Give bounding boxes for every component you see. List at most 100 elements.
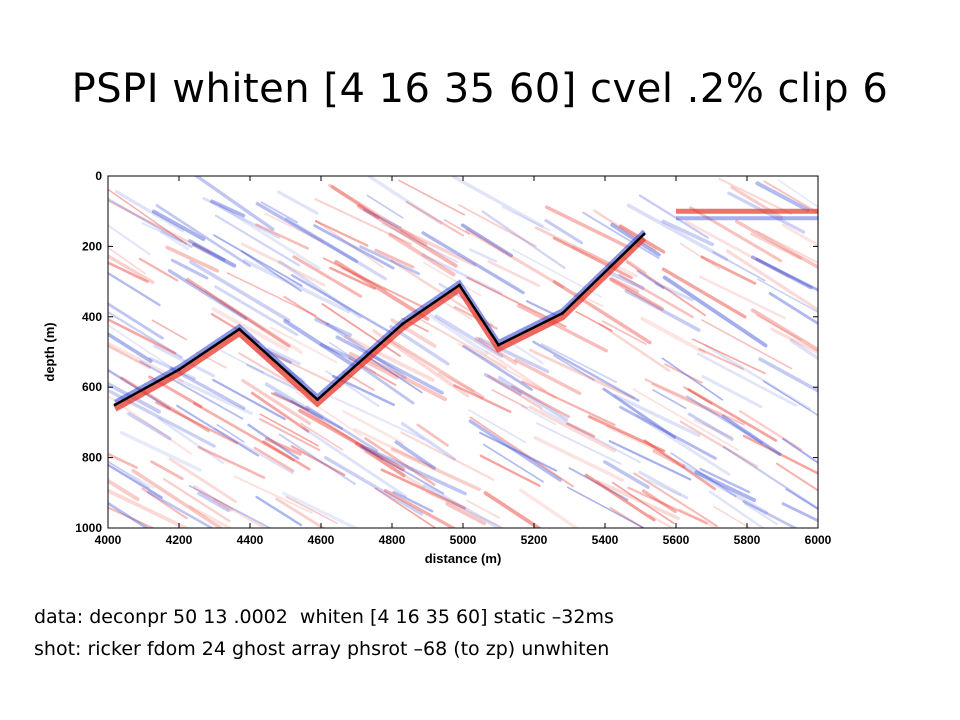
amplitude-streak <box>607 270 645 290</box>
amplitude-streak <box>119 430 202 472</box>
amplitude-streak <box>323 456 424 516</box>
amplitude-streak <box>255 223 310 250</box>
amplitude-streak <box>220 349 265 374</box>
amplitude-streak <box>701 375 763 409</box>
shot-caption: shot: ricker fdom 24 ghost array phsrot … <box>34 638 610 660</box>
amplitude-streak <box>322 257 425 309</box>
amplitude-streak <box>155 401 239 445</box>
amplitude-streak <box>108 246 146 275</box>
amplitude-streak <box>131 468 224 528</box>
amplitude-streak <box>601 320 647 345</box>
amplitude-streak <box>613 393 701 438</box>
amplitude-streak <box>141 487 188 520</box>
amplitude-streak <box>725 249 818 312</box>
amplitude-streak <box>160 230 190 251</box>
amplitude-streak <box>366 194 404 219</box>
amplitude-streak <box>661 219 715 247</box>
reflector-negative <box>114 229 646 404</box>
amplitude-streak <box>342 410 404 445</box>
amplitude-streak <box>246 363 301 392</box>
amplitude-streak <box>290 445 346 477</box>
amplitude-streak <box>151 319 187 341</box>
amplitude-streak <box>398 179 466 216</box>
amplitude-streak <box>648 514 675 528</box>
amplitude-streak <box>267 347 301 366</box>
amplitude-streak <box>680 242 721 270</box>
amplitude-streak <box>400 431 495 481</box>
amplitude-streak <box>400 228 477 267</box>
y-tick-label: 800 <box>82 451 102 465</box>
x-tick-label: 6000 <box>805 533 832 547</box>
amplitude-streak <box>278 259 362 319</box>
horizon-vertex <box>113 403 117 407</box>
interpreted-horizon <box>113 232 646 407</box>
amplitude-streak <box>721 414 782 456</box>
amplitude-streak <box>151 209 206 242</box>
amplitude-streak <box>521 380 616 427</box>
amplitude-streak <box>458 204 537 247</box>
amplitude-streak <box>661 357 724 401</box>
amplitude-streak <box>540 408 641 464</box>
amplitude-streak <box>750 232 803 260</box>
y-tick-label: 400 <box>82 310 102 324</box>
amplitude-streak <box>167 269 248 321</box>
amplitude-streak <box>452 176 544 228</box>
amplitude-streak <box>340 267 387 292</box>
amplitude-streak <box>214 214 301 267</box>
amplitude-streak <box>635 414 731 476</box>
amplitude-streak <box>277 190 319 215</box>
amplitude-streak <box>571 245 638 278</box>
amplitude-streak <box>696 352 798 407</box>
amplitude-streak <box>247 423 300 460</box>
amplitude-streak <box>718 177 793 215</box>
amplitude-streak <box>497 376 569 422</box>
amplitude-streak <box>437 372 475 393</box>
amplitude-streak <box>329 266 377 290</box>
amplitude-streak <box>264 212 324 243</box>
amplitude-streak <box>610 277 640 294</box>
amplitude-streak <box>654 281 694 302</box>
amplitude-streak <box>483 373 523 396</box>
amplitude-streak <box>388 232 456 277</box>
amplitude-streak <box>762 380 818 417</box>
amplitude-streak <box>624 289 701 332</box>
amplitude-streak <box>211 307 289 352</box>
amplitude-streak <box>325 370 380 407</box>
amplitude-streak <box>465 228 565 289</box>
amplitude-streak <box>108 368 171 410</box>
amplitude-streak <box>750 255 813 290</box>
amplitude-streak <box>364 437 436 486</box>
amplitude-streak <box>633 472 718 527</box>
amplitude-streak <box>360 365 415 405</box>
horizon-vertex <box>237 327 241 331</box>
amplitude-streak <box>240 250 302 292</box>
amplitude-streak <box>638 470 689 500</box>
amplitude-streak <box>632 388 739 451</box>
amplitude-streak <box>202 196 281 239</box>
amplitude-streak <box>108 452 138 469</box>
amplitude-streak <box>643 439 717 491</box>
amplitude-streak <box>517 304 609 353</box>
amplitude-streak <box>552 236 633 280</box>
amplitude-streak <box>302 426 407 498</box>
amplitude-streak <box>528 405 617 453</box>
amplitude-streak <box>363 450 426 489</box>
amplitude-streak <box>483 491 543 528</box>
amplitude-streak <box>343 334 435 382</box>
amplitude-streak <box>683 386 713 405</box>
amplitude-streak <box>712 251 766 282</box>
amplitude-streak <box>768 291 818 326</box>
amplitude-streak <box>412 314 508 369</box>
amplitude-streak <box>114 189 185 233</box>
amplitude-streak <box>259 413 319 447</box>
amplitude-streak <box>602 387 677 439</box>
amplitude-streak <box>381 222 459 263</box>
amplitude-streak <box>259 418 321 452</box>
amplitude-streak <box>755 314 802 341</box>
amplitude-streak <box>356 204 458 268</box>
x-axis: 4000 4200 4400 4600 4800 5000 5200 5400 5600 5800… <box>95 176 832 547</box>
amplitude-streak <box>267 351 342 388</box>
amplitude-streak <box>321 303 401 357</box>
amplitude-streak <box>108 200 212 254</box>
amplitude-streak <box>618 273 694 319</box>
